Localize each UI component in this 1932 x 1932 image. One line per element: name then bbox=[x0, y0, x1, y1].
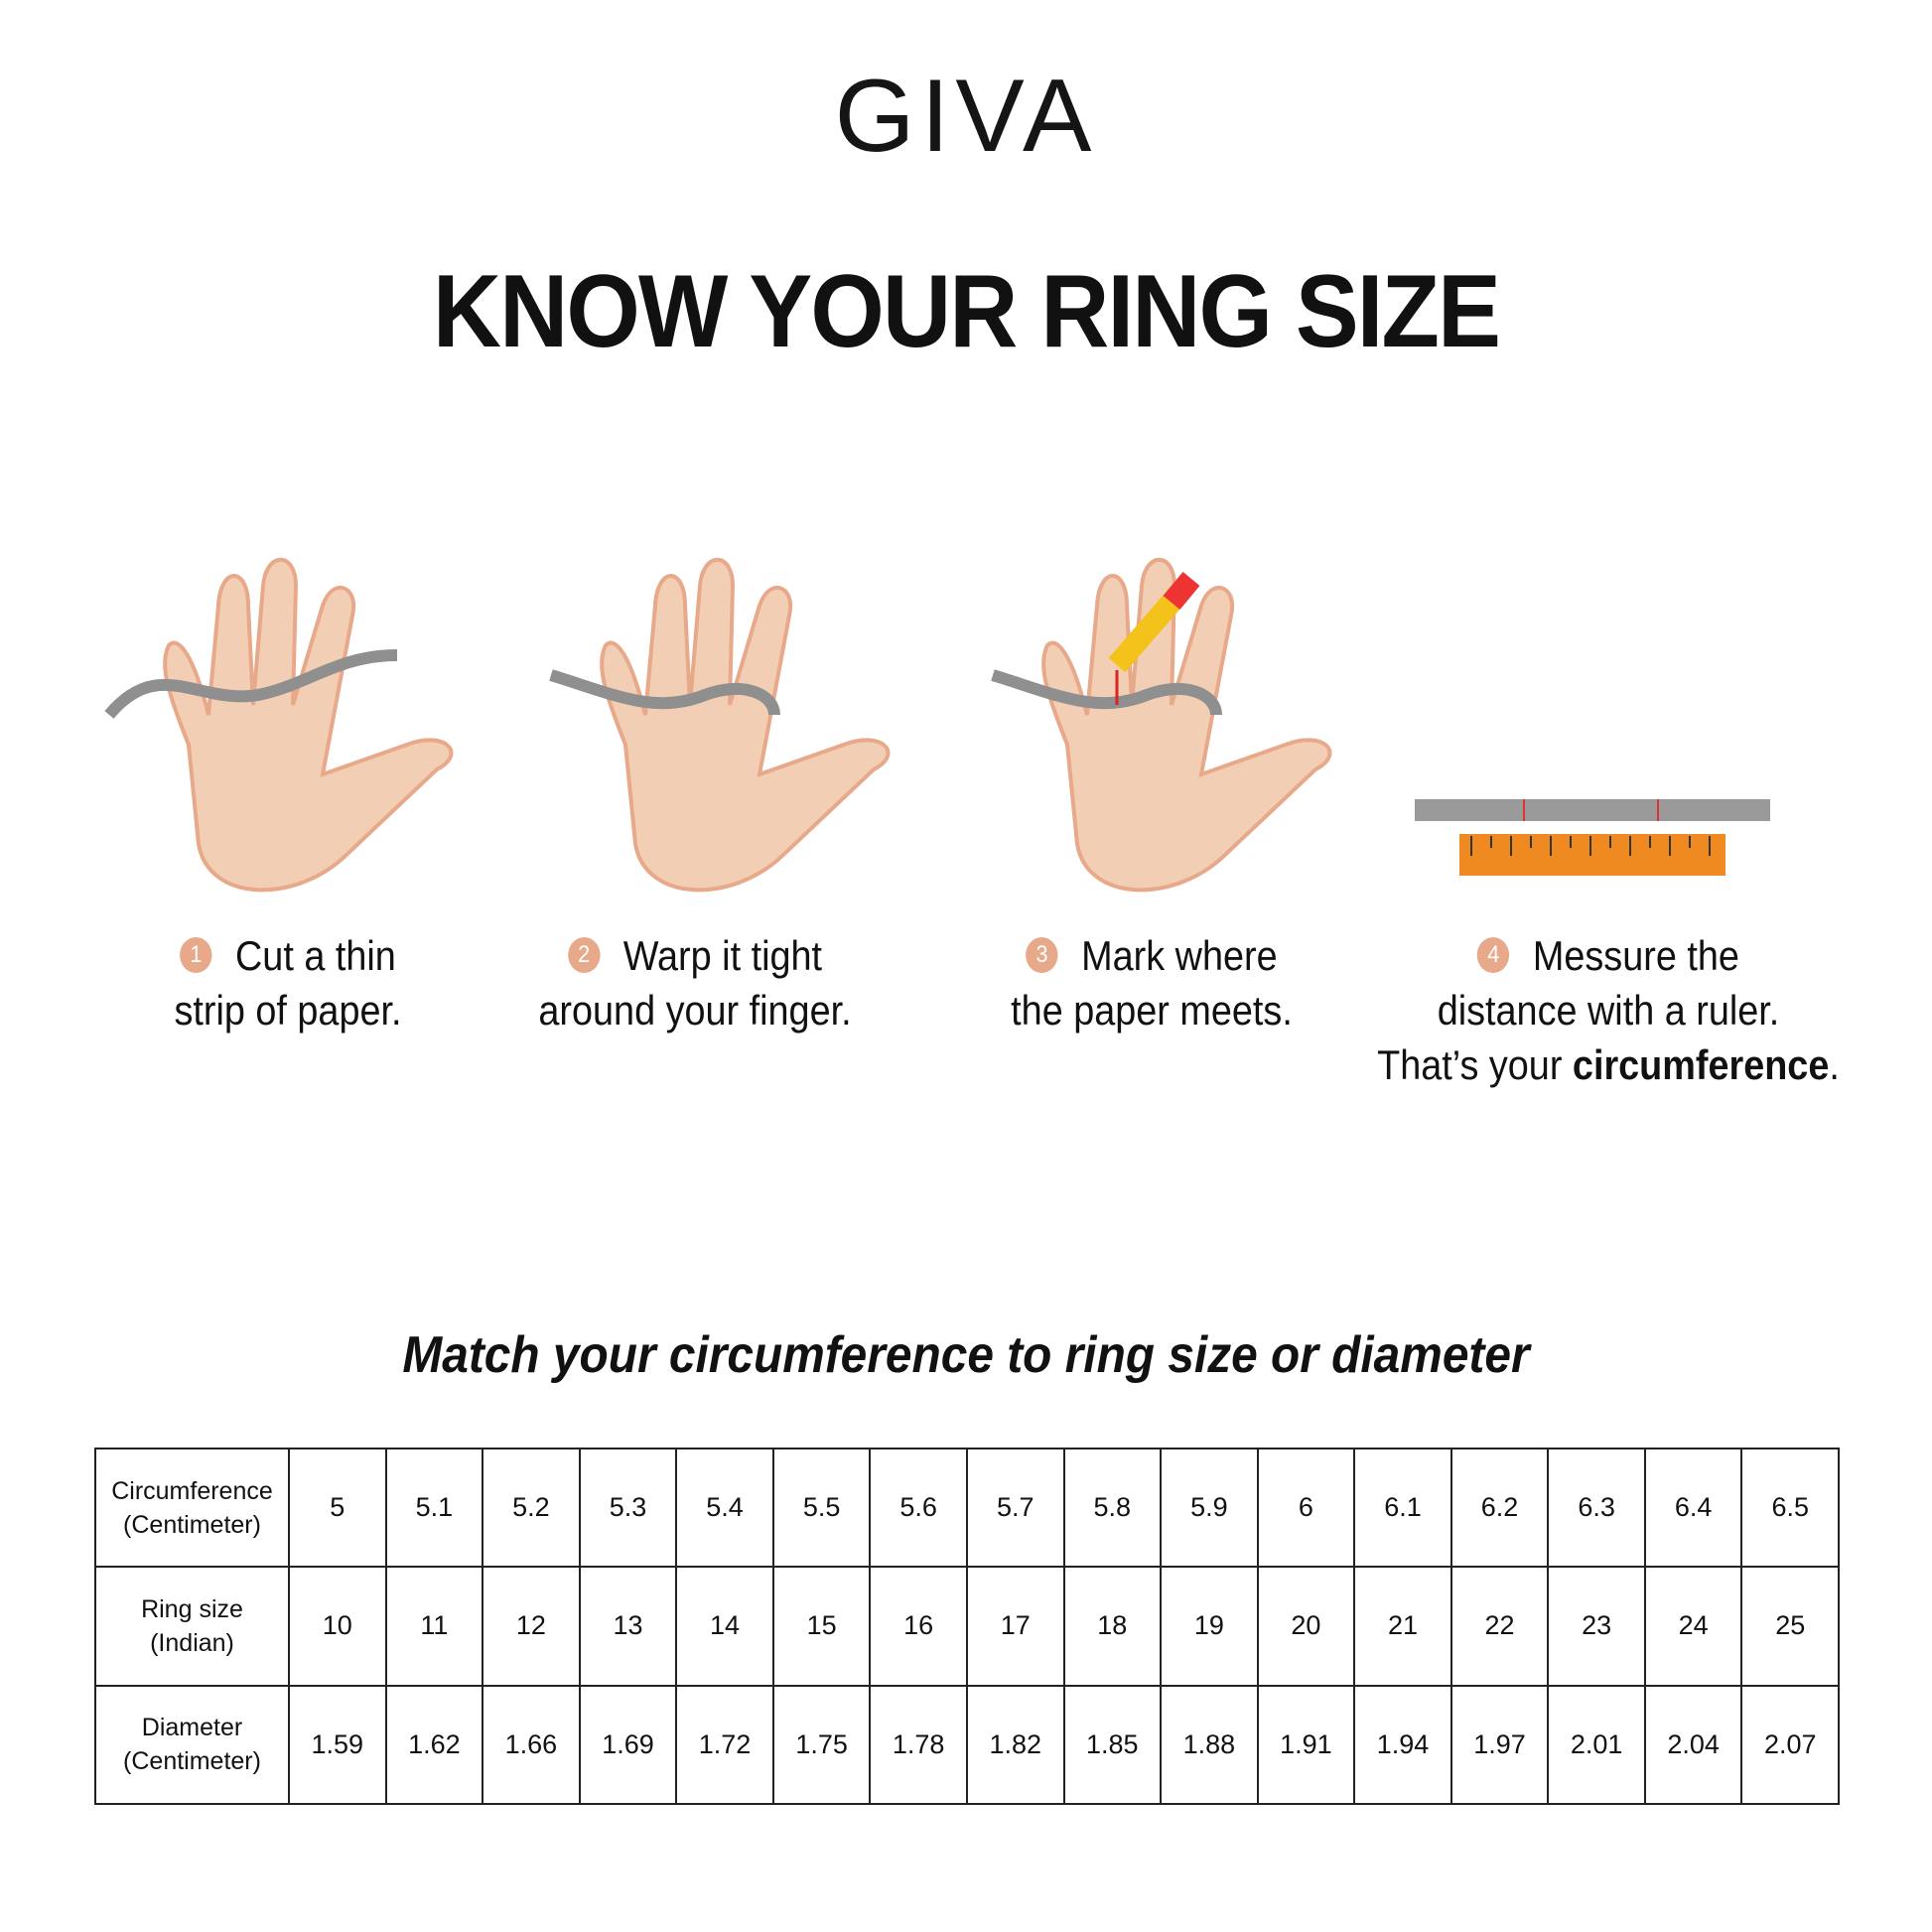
table-cell: 5 bbox=[288, 1447, 387, 1569]
step-text-prefix: That’s your bbox=[1377, 1041, 1573, 1088]
step-number-badge: 4 bbox=[1477, 936, 1510, 973]
table-cell: 1.59 bbox=[288, 1684, 387, 1806]
step-text: Cut a thin bbox=[234, 932, 396, 979]
step-text-suffix: . bbox=[1829, 1041, 1840, 1088]
step-text: the paper meets. bbox=[1011, 987, 1293, 1034]
step-number-badge: 1 bbox=[180, 936, 212, 973]
table-cell: 11 bbox=[384, 1566, 484, 1687]
table-cell: 5.9 bbox=[1160, 1447, 1259, 1569]
step-text: That’s your circumference. bbox=[1358, 1037, 1859, 1092]
table-cell: 1.85 bbox=[1062, 1684, 1163, 1806]
step-number-badge: 2 bbox=[567, 936, 601, 973]
step-text-bold: circumference bbox=[1572, 1041, 1830, 1088]
table-cell: 13 bbox=[578, 1566, 678, 1687]
table-cell: 6.5 bbox=[1740, 1447, 1840, 1569]
table-cell: 5.2 bbox=[482, 1447, 581, 1569]
page-title: KNOW YOUR RING SIZE bbox=[432, 254, 1501, 369]
table-cell: 5.4 bbox=[675, 1447, 774, 1569]
step-text: strip of paper. bbox=[174, 987, 402, 1034]
step-4: 4 Messure the distance with a ruler. That… bbox=[1358, 928, 1859, 1092]
table-cell: 1.75 bbox=[771, 1684, 872, 1806]
row-header: Circumference (Centimeter) bbox=[94, 1447, 290, 1569]
table-cell: 19 bbox=[1160, 1566, 1259, 1687]
table-cell: 14 bbox=[675, 1566, 774, 1687]
table-cell: 24 bbox=[1643, 1566, 1743, 1687]
step-text: Mark where bbox=[1081, 932, 1278, 979]
row-header-line: (Indian) bbox=[150, 1628, 234, 1657]
table-cell: 6.4 bbox=[1643, 1447, 1743, 1569]
table-cell: 10 bbox=[288, 1566, 387, 1687]
table-cell: 2.01 bbox=[1547, 1684, 1646, 1806]
table-cell: 1.97 bbox=[1449, 1684, 1550, 1806]
table-cell: 1.82 bbox=[965, 1684, 1065, 1806]
table-cell: 16 bbox=[869, 1566, 968, 1687]
row-header-line: (Centimeter) bbox=[123, 1747, 261, 1776]
table-cell: 18 bbox=[1062, 1566, 1163, 1687]
table-cell: 5.8 bbox=[1062, 1447, 1163, 1569]
row-header-line: (Centimeter) bbox=[123, 1510, 261, 1539]
row-header-line: Ring size bbox=[141, 1594, 243, 1623]
table-cell: 1.72 bbox=[675, 1684, 774, 1806]
table-subtitle: Match your circumference to ring size or… bbox=[402, 1326, 1530, 1384]
table-cell: 5.1 bbox=[384, 1447, 484, 1569]
table-cell: 1.91 bbox=[1256, 1684, 1356, 1806]
table-cell: 12 bbox=[482, 1566, 581, 1687]
step-number-badge: 3 bbox=[1026, 936, 1058, 973]
row-header: Ring size (Indian) bbox=[94, 1566, 290, 1687]
table-cell: 20 bbox=[1256, 1566, 1356, 1687]
table-cell: 1.94 bbox=[1353, 1684, 1452, 1806]
table-cell: 25 bbox=[1740, 1566, 1840, 1687]
table-row: Circumference (Centimeter) 5 5.1 5.2 5.3 5.4 5.… bbox=[94, 1447, 1840, 1569]
step-2: 2 Warp it tight around your finger. bbox=[507, 928, 883, 1037]
hand-with-paper-strip-icon bbox=[104, 557, 454, 893]
ruler-icon bbox=[1415, 799, 1770, 876]
row-header-line: Circumference bbox=[111, 1476, 273, 1505]
table-cell: 6.3 bbox=[1547, 1447, 1646, 1569]
table-cell: 5.7 bbox=[965, 1447, 1065, 1569]
table-cell: 6 bbox=[1256, 1447, 1356, 1569]
giva-logo: GIVA bbox=[834, 59, 1098, 174]
hand-wrapped-finger-icon bbox=[549, 557, 891, 893]
table-cell: 17 bbox=[965, 1566, 1065, 1687]
table-cell: 21 bbox=[1353, 1566, 1452, 1687]
table-cell: 1.62 bbox=[384, 1684, 484, 1806]
hand-pencil-mark-icon bbox=[991, 557, 1332, 893]
table-cell: 1.88 bbox=[1160, 1684, 1259, 1806]
table-cell: 6.1 bbox=[1353, 1447, 1452, 1569]
step-3: 3 Mark where the paper meets. bbox=[964, 928, 1339, 1037]
step-text: Messure the bbox=[1532, 932, 1739, 979]
table-cell: 22 bbox=[1449, 1566, 1550, 1687]
table-row: Ring size (Indian) 10 11 12 13 14 15 16 17 18 19 20 2… bbox=[94, 1566, 1840, 1687]
table-cell: 15 bbox=[771, 1566, 872, 1687]
table-cell: 2.07 bbox=[1740, 1684, 1840, 1806]
table-cell: 5.6 bbox=[869, 1447, 968, 1569]
table-cell: 5.3 bbox=[578, 1447, 678, 1569]
step-1: 1 Cut a thin strip of paper. bbox=[127, 928, 449, 1037]
ring-size-table: Circumference (Centimeter) 5 5.1 5.2 5.3 5.4 5.… bbox=[94, 1447, 1840, 1806]
table-cell: 1.66 bbox=[482, 1684, 581, 1806]
step-text: around your finger. bbox=[538, 987, 852, 1034]
table-cell: 23 bbox=[1547, 1566, 1646, 1687]
step-text: distance with a ruler. bbox=[1437, 987, 1780, 1034]
table-cell: 1.78 bbox=[869, 1684, 968, 1806]
table-row: Diameter (Centimeter) 1.59 1.62 1.66 1.69 1.72… bbox=[94, 1684, 1840, 1806]
table-cell: 1.69 bbox=[578, 1684, 678, 1806]
row-header-line: Diameter bbox=[141, 1714, 243, 1742]
table-cell: 5.5 bbox=[771, 1447, 872, 1569]
table-cell: 6.2 bbox=[1449, 1447, 1550, 1569]
row-header: Diameter (Centimeter) bbox=[94, 1684, 290, 1806]
table-cell: 2.04 bbox=[1643, 1684, 1743, 1806]
step-text: Warp it tight bbox=[622, 932, 823, 979]
